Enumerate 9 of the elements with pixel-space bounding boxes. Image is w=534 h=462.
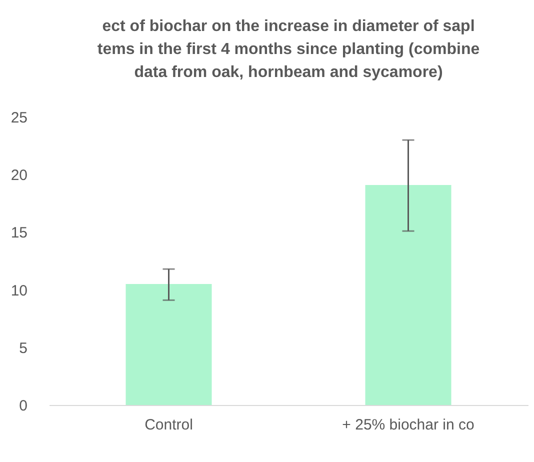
y-tick-label: 15 xyxy=(10,224,28,242)
x-tick-label: Control xyxy=(144,416,193,434)
y-tick-label: 5 xyxy=(19,340,28,357)
y-tick-label: 20 xyxy=(10,167,28,184)
x-tick-label: + 25% biochar in co xyxy=(342,416,474,434)
y-tick-label: 10 xyxy=(10,282,28,300)
y-tick-label: 0 xyxy=(19,398,28,414)
y-tick-label: 25 xyxy=(10,110,28,126)
chart-title: ect of biochar on the increase in diameter of sapl tems in the first 4 months since planting (combine data from oak, hornbeam and sycamore) xyxy=(97,18,480,81)
